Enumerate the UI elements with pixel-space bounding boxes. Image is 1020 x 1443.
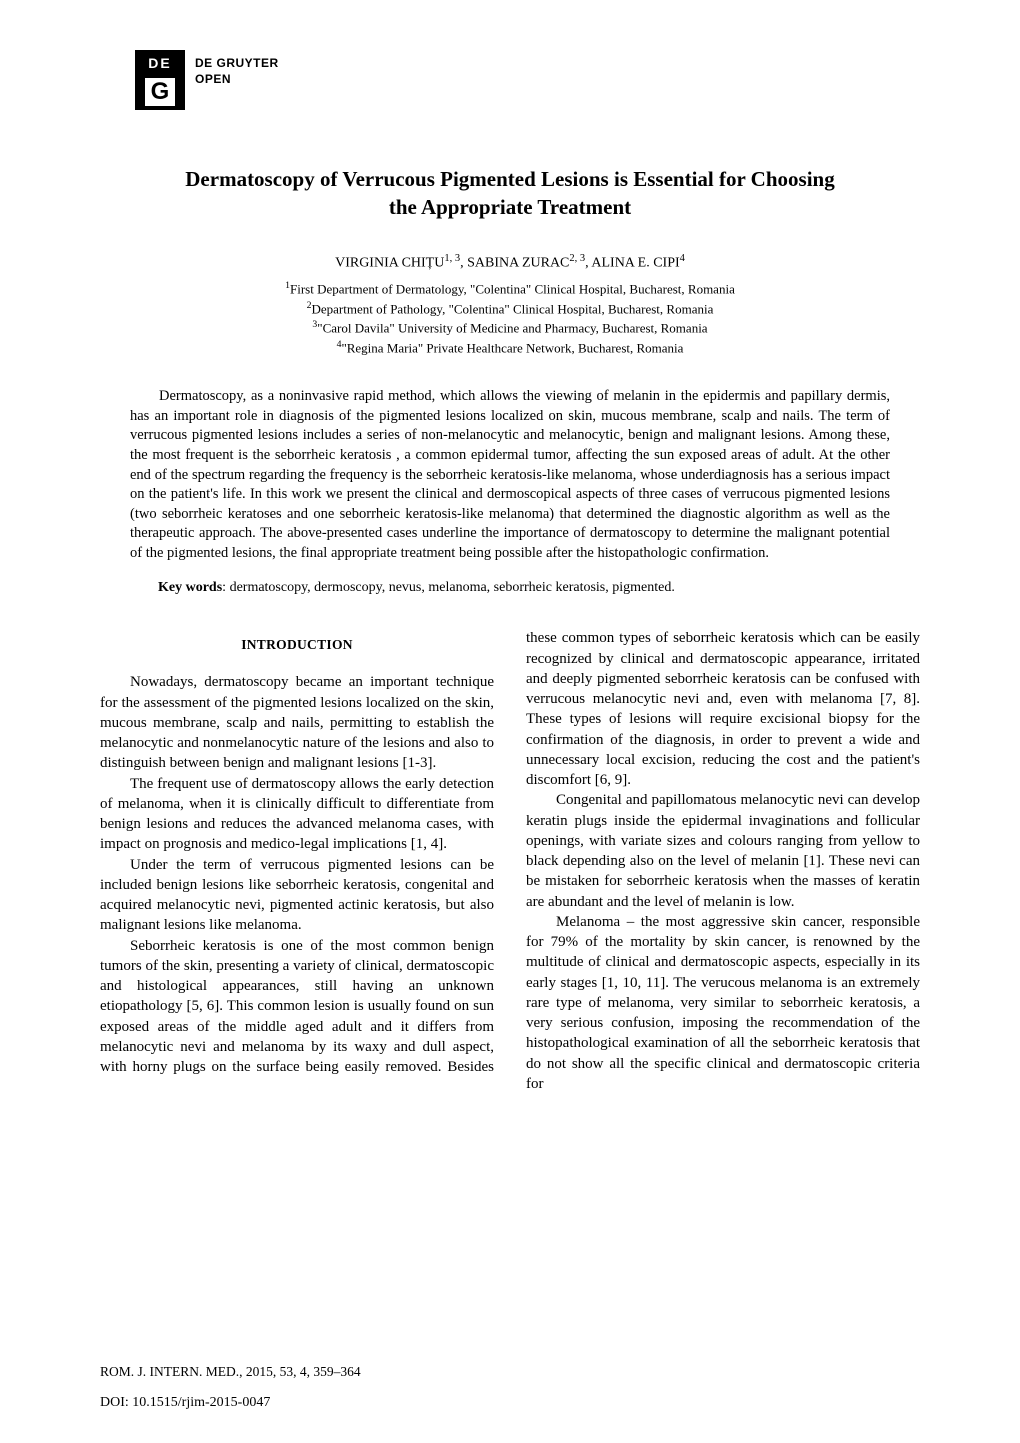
body-p2: The frequent use of dermatoscopy allows … xyxy=(100,774,494,855)
abstract-block: Dermatoscopy, as a noninvasive rapid met… xyxy=(130,387,890,563)
footer-citation: ROM. J. INTERN. MED., 2015, 53, 4, 359–3… xyxy=(100,1363,361,1381)
body-p3: Under the term of verrucous pigmented le… xyxy=(100,855,494,936)
abstract-text: Dermatoscopy, as a noninvasive rapid met… xyxy=(130,387,890,563)
affil-2: 2Department of Pathology, "Colentina" Cl… xyxy=(100,299,920,319)
author-3-sup: 4 xyxy=(680,253,685,264)
intro-heading: INTRODUCTION xyxy=(100,636,494,654)
keywords-text: dermatoscopy, dermoscopy, nevus, melanom… xyxy=(230,580,675,595)
body-columns: INTRODUCTION Nowadays, dermatoscopy beca… xyxy=(100,628,920,1094)
author-1: VIRGINIA CHIȚU xyxy=(335,255,444,270)
keywords-line: Key words: dermatoscopy, dermoscopy, nev… xyxy=(130,579,890,598)
body-p5: Congenital and papillomatous melanocytic… xyxy=(526,790,920,912)
paper-title: Dermatoscopy of Verrucous Pigmented Lesi… xyxy=(170,165,850,222)
logo-tile-bot: G xyxy=(141,78,179,110)
affil-3: 3"Carol Davila" University of Medicine a… xyxy=(100,318,920,338)
publisher-line1: DE GRUYTER xyxy=(195,56,279,72)
affil-4: 4"Regina Maria" Private Healthcare Netwo… xyxy=(100,338,920,358)
logo-tile-top: DE xyxy=(148,50,171,77)
author-3: ALINA E. CIPI xyxy=(591,255,679,270)
affil-1: 1First Department of Dermatology, "Colen… xyxy=(100,279,920,299)
footer-doi: DOI: 10.1515/rjim-2015-0047 xyxy=(100,1394,270,1413)
keywords-label: Key words xyxy=(158,580,222,595)
logo-tile: DE G xyxy=(135,50,185,110)
author-2-sup: 2, 3 xyxy=(569,253,585,264)
publisher-logo: DE G DE GRUYTER OPEN xyxy=(135,50,920,110)
authors-line: VIRGINIA CHIȚU1, 3, SABINA ZURAC2, 3, AL… xyxy=(100,252,920,274)
author-1-sup: 1, 3 xyxy=(444,253,460,264)
publisher-line2: OPEN xyxy=(195,72,279,88)
publisher-name: DE GRUYTER OPEN xyxy=(195,50,279,87)
body-p6: Melanoma – the most aggressive skin canc… xyxy=(526,912,920,1094)
affiliations: 1First Department of Dermatology, "Colen… xyxy=(100,279,920,357)
body-p1: Nowadays, dermatoscopy became an importa… xyxy=(100,672,494,773)
author-2: SABINA ZURAC xyxy=(467,255,569,270)
